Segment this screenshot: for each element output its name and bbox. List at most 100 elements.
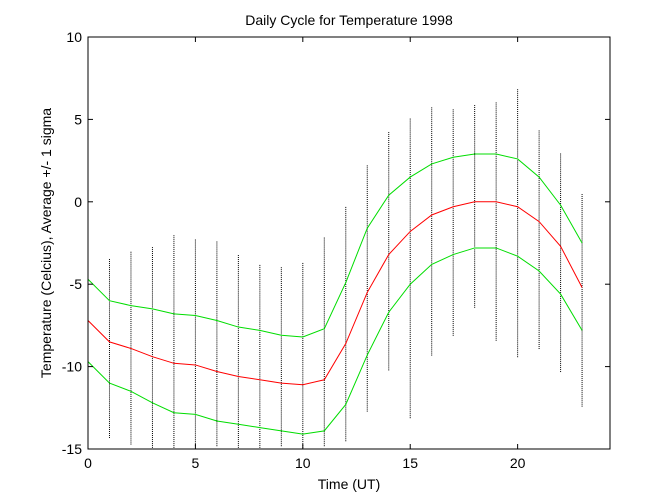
sample-dot: [130, 271, 132, 273]
x-axis-title: Time (UT): [318, 476, 380, 492]
sample-dot: [388, 292, 390, 294]
sample-dot: [517, 170, 519, 172]
sample-dot: [474, 217, 476, 219]
sample-dot: [452, 243, 454, 245]
sample-dot: [237, 423, 239, 425]
sample-dot: [388, 304, 390, 306]
sample-dot: [151, 393, 153, 395]
sample-dot: [130, 273, 132, 275]
sample-dot: [237, 310, 239, 312]
sample-dot: [194, 372, 196, 374]
sample-dot: [474, 267, 476, 269]
sample-dot: [173, 421, 175, 423]
sample-dot: [323, 364, 325, 366]
sample-dot: [173, 264, 175, 266]
sample-dot: [194, 310, 196, 312]
sample-dot: [366, 406, 368, 408]
sample-dot: [130, 320, 132, 322]
sample-dot: [323, 342, 325, 344]
sample-dot: [388, 294, 390, 296]
sample-dot: [431, 305, 433, 307]
sample-dot: [517, 352, 519, 354]
sample-dot: [259, 353, 261, 355]
sample-dot: [538, 249, 540, 251]
sample-dot: [216, 300, 218, 302]
sample-dot: [560, 270, 562, 272]
sample-dot: [366, 185, 368, 187]
sample-dot: [302, 345, 304, 347]
sample-dot: [474, 174, 476, 176]
sample-dot: [216, 429, 218, 431]
sample-dot: [194, 294, 196, 296]
sample-dot: [194, 324, 196, 326]
sample-dot: [302, 391, 304, 393]
sample-dot: [130, 299, 132, 301]
sample-dot: [280, 364, 282, 366]
sample-dot: [237, 342, 239, 344]
sample-dot: [280, 354, 282, 356]
sample-dot: [173, 359, 175, 361]
sample-dot: [366, 388, 368, 390]
sample-dot: [302, 423, 304, 425]
sample-dot: [431, 162, 433, 164]
sample-dot: [431, 271, 433, 273]
sample-dot: [194, 417, 196, 419]
sample-dot: [388, 252, 390, 254]
sample-dot: [517, 338, 519, 340]
sample-dot: [581, 292, 583, 294]
sample-dot: [173, 345, 175, 347]
sample-dot: [366, 224, 368, 226]
sample-dot: [345, 242, 347, 244]
sample-dot: [194, 265, 196, 267]
sample-dot: [474, 162, 476, 164]
sample-dot: [452, 154, 454, 156]
sample-dot: [194, 243, 196, 245]
sample-dot: [560, 317, 562, 319]
sample-dot: [151, 361, 153, 363]
sample-dot: [108, 377, 110, 379]
sample-dot: [517, 144, 519, 146]
sample-dot: [495, 189, 497, 191]
sample-dot: [130, 340, 132, 342]
sample-dot: [173, 405, 175, 407]
sample-dot: [345, 440, 347, 442]
sample-dot: [409, 312, 411, 314]
sample-dot: [366, 226, 368, 228]
sample-dot: [323, 407, 325, 409]
sample-dot: [431, 336, 433, 338]
sample-dot: [345, 378, 347, 380]
sample-dot: [538, 332, 540, 334]
sample-dot: [495, 246, 497, 248]
sample-dot: [431, 330, 433, 332]
sample-dot: [173, 260, 175, 262]
sample-dot: [366, 392, 368, 394]
sample-dot: [517, 336, 519, 338]
sample-dot: [216, 245, 218, 247]
sample-dot: [130, 400, 132, 402]
sample-dot: [345, 416, 347, 418]
sample-dot: [130, 253, 132, 255]
sample-dot: [495, 193, 497, 195]
sample-dot: [517, 199, 519, 201]
sample-dot: [323, 294, 325, 296]
sample-dot: [388, 280, 390, 282]
sample-dot: [237, 294, 239, 296]
sample-dot: [431, 227, 433, 229]
sample-dot: [216, 310, 218, 312]
sample-dot: [560, 189, 562, 191]
sample-dot: [517, 326, 519, 328]
sample-dot: [173, 403, 175, 405]
sample-dot: [452, 123, 454, 125]
sample-dot: [259, 266, 261, 268]
sample-dot: [280, 336, 282, 338]
sample-dot: [216, 302, 218, 304]
sample-dot: [345, 392, 347, 394]
sample-dot: [495, 171, 497, 173]
sample-dot: [538, 213, 540, 215]
sample-dot: [517, 146, 519, 148]
sample-dot: [194, 338, 196, 340]
sample-dot: [538, 292, 540, 294]
sample-dot: [409, 162, 411, 164]
sample-dot: [302, 300, 304, 302]
sample-dot: [581, 370, 583, 372]
